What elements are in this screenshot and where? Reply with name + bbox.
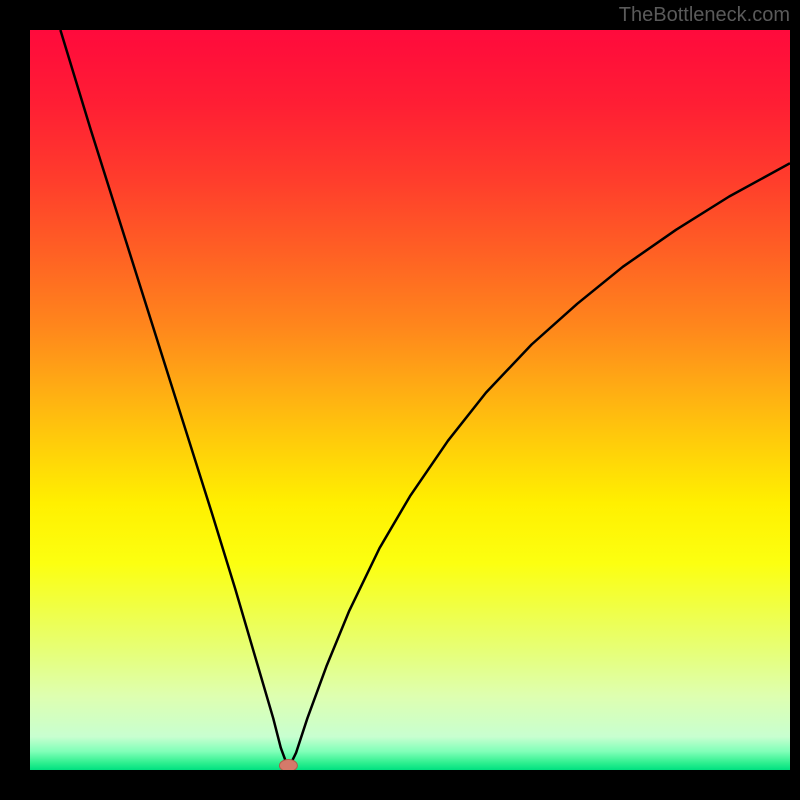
frame-right bbox=[790, 0, 800, 800]
plot-area bbox=[30, 30, 790, 770]
plot-svg bbox=[30, 30, 790, 770]
frame-left bbox=[0, 0, 30, 800]
chart-container: TheBottleneck.com bbox=[0, 0, 800, 800]
min-marker bbox=[279, 760, 297, 770]
frame-bottom bbox=[0, 770, 800, 800]
watermark-text: TheBottleneck.com bbox=[619, 4, 790, 27]
gradient-background bbox=[30, 30, 790, 770]
